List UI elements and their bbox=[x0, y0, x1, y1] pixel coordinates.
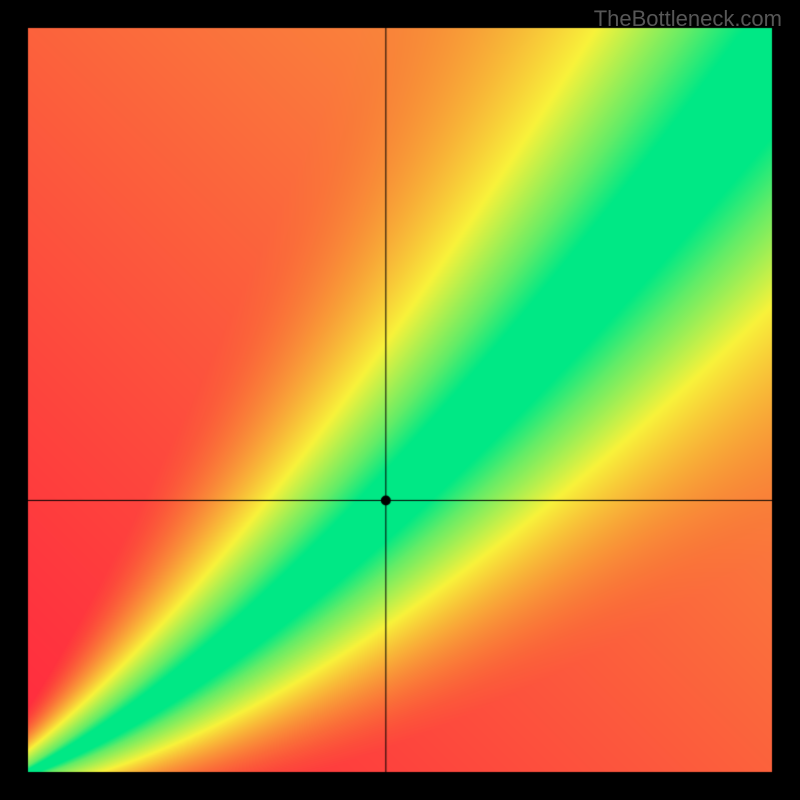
bottleneck-heatmap bbox=[0, 0, 800, 800]
chart-container: TheBottleneck.com bbox=[0, 0, 800, 800]
watermark-text: TheBottleneck.com bbox=[594, 6, 782, 32]
